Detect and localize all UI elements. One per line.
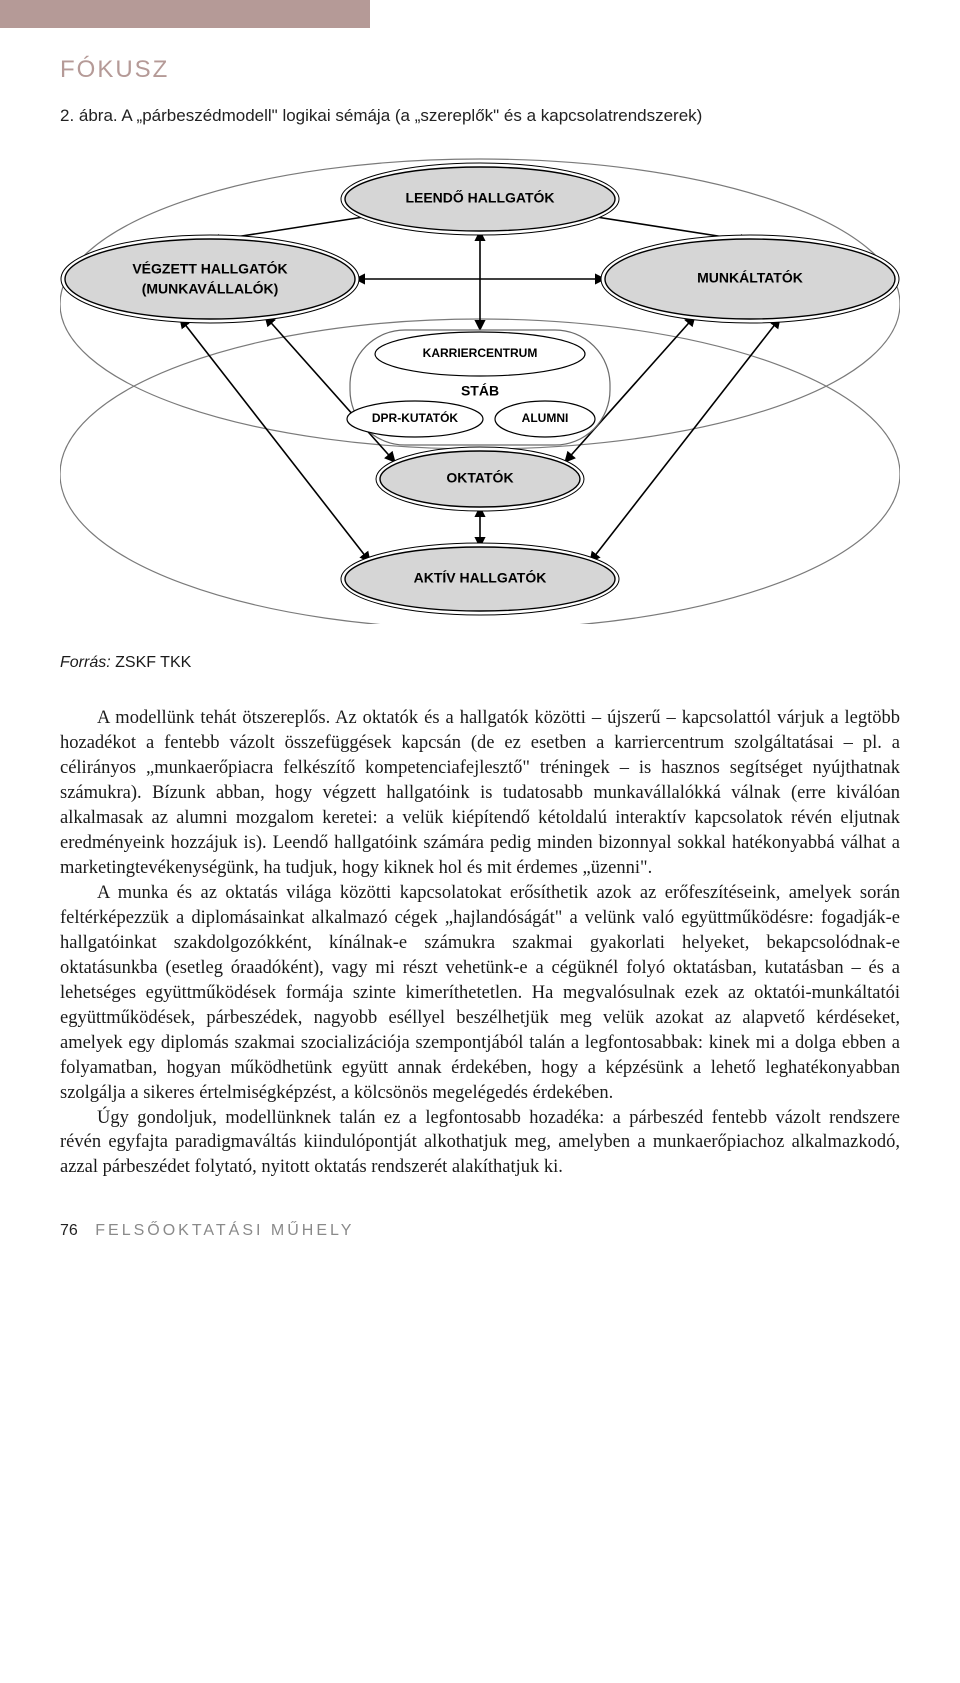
page-number: 76 xyxy=(60,1222,78,1239)
paragraph-3: Úgy gondoljuk, modellünknek talán ez a l… xyxy=(60,1106,900,1181)
svg-text:KARRIERCENTRUM: KARRIERCENTRUM xyxy=(423,346,538,360)
svg-text:LEENDŐ HALLGATÓK: LEENDŐ HALLGATÓK xyxy=(405,189,554,206)
svg-text:DPR-KUTATÓK: DPR-KUTATÓK xyxy=(372,410,459,425)
header-color-bar xyxy=(0,0,370,28)
figure-source: Forrás: ZSKF TKK xyxy=(60,654,900,672)
svg-text:OKTATÓK: OKTATÓK xyxy=(446,469,513,486)
source-label: Forrás: xyxy=(60,654,111,671)
svg-text:(MUNKAVÁLLALÓK): (MUNKAVÁLLALÓK) xyxy=(142,280,279,297)
source-value: ZSKF TKK xyxy=(115,654,191,671)
svg-text:VÉGZETT HALLGATÓK: VÉGZETT HALLGATÓK xyxy=(132,260,287,277)
running-title: FELSŐOKTATÁSI MŰHELY xyxy=(95,1222,354,1239)
paragraph-1: A modellünk tehát ötszereplős. Az oktató… xyxy=(60,706,900,881)
svg-text:AKTÍV HALLGATÓK: AKTÍV HALLGATÓK xyxy=(414,569,547,586)
svg-text:STÁB: STÁB xyxy=(461,383,499,399)
body-text: A modellünk tehát ötszereplős. Az oktató… xyxy=(60,706,900,1180)
svg-text:MUNKÁLTATÓK: MUNKÁLTATÓK xyxy=(697,269,803,286)
dialogue-model-diagram: LEENDŐ HALLGATÓK VÉGZETT HALLGATÓK (MUNKAV… xyxy=(60,144,900,624)
svg-text:ALUMNI: ALUMNI xyxy=(522,411,569,425)
section-title: FÓKUSZ xyxy=(60,56,900,84)
paragraph-2: A munka és az oktatás világa közötti kap… xyxy=(60,881,900,1106)
figure-caption: 2. ábra. A „párbeszédmodell" logikai sém… xyxy=(60,106,900,126)
page-footer: 76 FELSŐOKTATÁSI MŰHELY xyxy=(60,1222,900,1240)
